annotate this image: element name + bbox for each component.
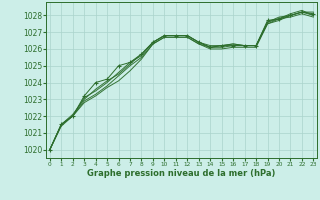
X-axis label: Graphe pression niveau de la mer (hPa): Graphe pression niveau de la mer (hPa)	[87, 169, 276, 178]
